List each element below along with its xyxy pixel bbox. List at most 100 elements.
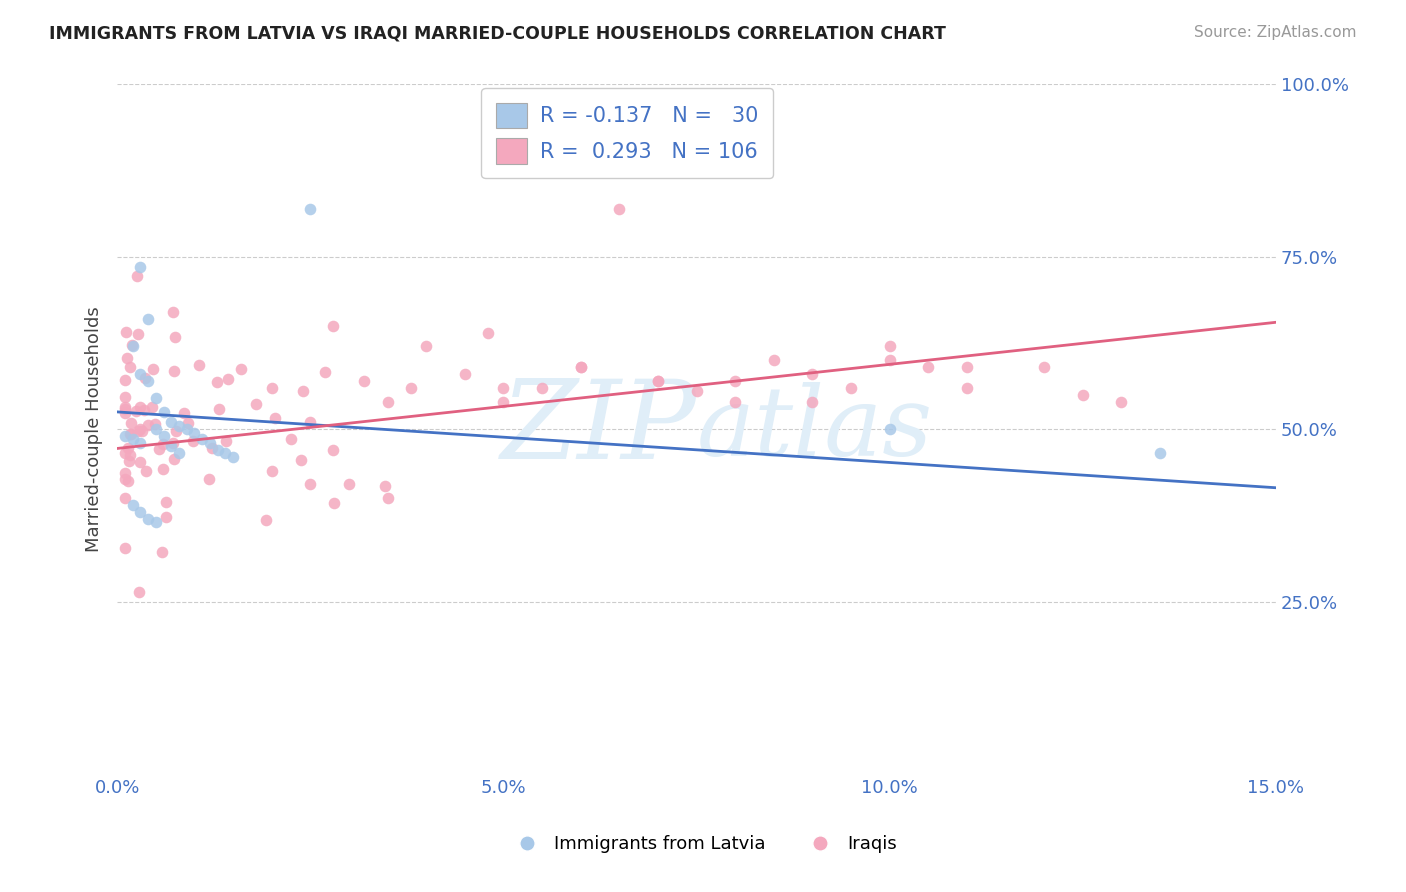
Point xyxy=(118,426,141,441)
Point xyxy=(129,505,152,519)
Text: Source: ZipAtlas.com: Source: ZipAtlas.com xyxy=(1194,25,1357,40)
Point xyxy=(136,374,159,388)
Point xyxy=(114,373,136,387)
Point xyxy=(114,406,136,420)
Point xyxy=(322,318,344,333)
Point xyxy=(176,422,198,436)
Point xyxy=(322,443,344,458)
Point xyxy=(399,381,422,395)
Point xyxy=(155,494,177,508)
Point xyxy=(299,415,322,429)
Point xyxy=(207,442,229,457)
Point xyxy=(163,451,186,466)
Point xyxy=(141,400,163,414)
Point xyxy=(114,400,136,414)
Point xyxy=(762,353,785,368)
Point xyxy=(155,510,177,524)
Text: IMMIGRANTS FROM LATVIA VS IRAQI MARRIED-COUPLE HOUSEHOLDS CORRELATION CHART: IMMIGRANTS FROM LATVIA VS IRAQI MARRIED-… xyxy=(49,25,946,43)
Point xyxy=(114,466,136,480)
Point xyxy=(173,406,195,420)
Point xyxy=(353,374,375,388)
Point xyxy=(125,404,148,418)
Point xyxy=(129,436,152,450)
Point xyxy=(801,367,824,381)
Point xyxy=(165,425,187,439)
Point xyxy=(115,351,138,366)
Point xyxy=(160,415,183,429)
Point xyxy=(569,360,592,375)
Point xyxy=(569,360,592,375)
Point xyxy=(215,434,238,448)
Text: atlas: atlas xyxy=(696,382,932,476)
Point xyxy=(207,376,229,390)
Point xyxy=(337,477,360,491)
Point xyxy=(724,394,747,409)
Point xyxy=(128,584,150,599)
Point xyxy=(127,425,149,439)
Point xyxy=(128,400,150,414)
Point xyxy=(136,418,159,433)
Point xyxy=(647,374,669,388)
Point xyxy=(129,260,152,274)
Point xyxy=(254,513,277,527)
Point xyxy=(129,422,152,436)
Legend: R = -0.137   N =   30, R =  0.293   N = 106: R = -0.137 N = 30, R = 0.293 N = 106 xyxy=(481,88,773,178)
Point xyxy=(127,326,149,341)
Point xyxy=(879,353,901,368)
Point xyxy=(114,390,136,404)
Point xyxy=(183,425,205,440)
Point xyxy=(377,491,399,505)
Point xyxy=(120,417,142,431)
Point xyxy=(263,411,285,425)
Point xyxy=(121,498,143,512)
Point xyxy=(191,433,214,447)
Point xyxy=(315,365,337,379)
Point xyxy=(1111,394,1133,409)
Point xyxy=(299,202,322,216)
Point xyxy=(152,405,174,419)
Point xyxy=(198,472,221,486)
Point xyxy=(121,433,143,447)
Point xyxy=(177,416,200,430)
Point xyxy=(162,364,184,378)
Point xyxy=(114,491,136,505)
Point xyxy=(145,391,167,405)
Point xyxy=(115,325,138,339)
Point xyxy=(118,454,141,468)
Point xyxy=(917,360,939,375)
Point xyxy=(801,394,824,409)
Point xyxy=(160,439,183,453)
Point xyxy=(377,394,399,409)
Point xyxy=(201,441,224,455)
Point xyxy=(222,450,245,464)
Point xyxy=(118,448,141,462)
Point xyxy=(118,359,141,374)
Point xyxy=(167,418,190,433)
Point xyxy=(121,339,143,353)
Point xyxy=(117,474,139,488)
Point xyxy=(374,478,396,492)
Point xyxy=(148,442,170,457)
Point xyxy=(125,269,148,284)
Point xyxy=(280,432,302,446)
Point xyxy=(231,361,253,376)
Point xyxy=(214,446,236,460)
Point xyxy=(879,422,901,436)
Point xyxy=(134,371,156,385)
Point xyxy=(1071,387,1094,401)
Point xyxy=(299,477,322,491)
Point xyxy=(145,515,167,529)
Point xyxy=(114,541,136,556)
Point xyxy=(145,422,167,436)
Point xyxy=(839,381,862,395)
Point xyxy=(245,397,267,411)
Point xyxy=(879,339,901,353)
Point xyxy=(150,545,173,559)
Point xyxy=(1149,446,1171,460)
Legend: Immigrants from Latvia, Iraqis: Immigrants from Latvia, Iraqis xyxy=(502,829,904,861)
Point xyxy=(143,417,166,431)
Point xyxy=(152,436,174,450)
Point xyxy=(322,496,344,510)
Point xyxy=(647,374,669,388)
Point xyxy=(117,442,139,456)
